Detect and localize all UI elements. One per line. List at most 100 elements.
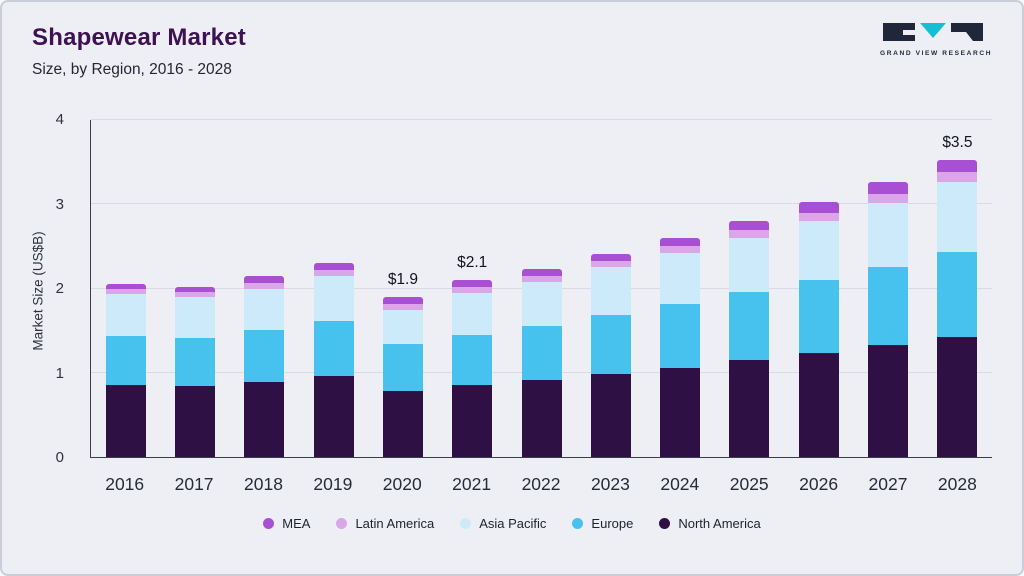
- segment-latin-america-2021[interactable]: [452, 286, 493, 293]
- bar-2026[interactable]: [798, 201, 839, 457]
- segment-europe-2027[interactable]: [868, 266, 909, 345]
- segment-europe-2021[interactable]: [452, 334, 493, 386]
- bar-2021[interactable]: [452, 280, 493, 457]
- segment-europe-2023[interactable]: [590, 315, 631, 375]
- segment-europe-2018[interactable]: [244, 329, 285, 383]
- segment-mea-2027[interactable]: [868, 181, 909, 195]
- bar-group-2022: [507, 120, 576, 457]
- y-tick-label-2: 2: [55, 280, 64, 297]
- segment-north-america-2023[interactable]: [590, 374, 631, 457]
- segment-asia-pacific-2028[interactable]: [937, 181, 978, 253]
- segment-latin-america-2027[interactable]: [868, 194, 909, 203]
- bar-2025[interactable]: [729, 221, 770, 457]
- segment-mea-2024[interactable]: [660, 237, 701, 247]
- gridline-3: [91, 203, 992, 205]
- segment-asia-pacific-2026[interactable]: [798, 221, 839, 281]
- segment-asia-pacific-2019[interactable]: [313, 275, 354, 321]
- segment-mea-2018[interactable]: [244, 275, 285, 283]
- segment-latin-america-2023[interactable]: [590, 260, 631, 267]
- segment-latin-america-2017[interactable]: [174, 291, 215, 297]
- segment-mea-2017[interactable]: [174, 286, 215, 292]
- segment-asia-pacific-2016[interactable]: [105, 294, 146, 336]
- bar-group-2018: [230, 120, 299, 457]
- segment-europe-2020[interactable]: [382, 344, 423, 392]
- legend-label: Europe: [591, 516, 634, 531]
- segment-latin-america-2016[interactable]: [105, 289, 146, 295]
- segment-latin-america-2024[interactable]: [660, 246, 701, 254]
- segment-europe-2028[interactable]: [937, 252, 978, 337]
- segment-europe-2022[interactable]: [521, 325, 562, 380]
- segment-asia-pacific-2017[interactable]: [174, 296, 215, 339]
- segment-asia-pacific-2022[interactable]: [521, 281, 562, 326]
- bar-2020[interactable]: [382, 296, 423, 457]
- y-ticks: 0 1 2 3 4: [2, 111, 82, 466]
- segment-latin-america-2028[interactable]: [937, 172, 978, 182]
- legend-item-latin-america: Latin America: [336, 516, 434, 531]
- chart-header: Shapewear Market Size, by Region, 2016 -…: [32, 24, 246, 79]
- segment-north-america-2025[interactable]: [729, 360, 770, 457]
- segment-asia-pacific-2021[interactable]: [452, 292, 493, 335]
- legend-dot-icon: [263, 518, 275, 529]
- bar-group-2017: [160, 120, 229, 457]
- y-tick-label-3: 3: [55, 195, 64, 213]
- segment-mea-2021[interactable]: [452, 280, 493, 287]
- bar-2022[interactable]: [521, 269, 562, 457]
- segment-latin-america-2018[interactable]: [244, 282, 285, 289]
- segment-mea-2016[interactable]: [105, 284, 146, 290]
- segment-asia-pacific-2020[interactable]: [382, 309, 423, 345]
- segment-europe-2025[interactable]: [729, 291, 770, 361]
- segment-europe-2019[interactable]: [313, 320, 354, 377]
- segment-north-america-2017[interactable]: [174, 386, 215, 457]
- x-tick-label-2025: 2025: [729, 474, 769, 494]
- gvr-logo-icon: [883, 23, 983, 41]
- segment-north-america-2027[interactable]: [868, 344, 909, 457]
- x-tick-label-2022: 2022: [521, 474, 561, 494]
- segment-mea-2022[interactable]: [521, 269, 562, 276]
- bar-2018[interactable]: [244, 275, 285, 457]
- segment-mea-2026[interactable]: [798, 201, 839, 213]
- x-tick-label-2017: 2017: [174, 474, 214, 494]
- segment-latin-america-2020[interactable]: [382, 303, 423, 310]
- bar-2019[interactable]: [313, 263, 354, 457]
- segment-mea-2019[interactable]: [313, 263, 354, 270]
- segment-europe-2026[interactable]: [798, 280, 839, 354]
- bar-2028[interactable]: [937, 160, 978, 457]
- segment-asia-pacific-2023[interactable]: [590, 266, 631, 316]
- segment-mea-2025[interactable]: [729, 221, 770, 231]
- bar-2024[interactable]: [660, 237, 701, 457]
- segment-asia-pacific-2024[interactable]: [660, 253, 701, 304]
- segment-asia-pacific-2018[interactable]: [244, 288, 285, 330]
- legend-item-europe: Europe: [572, 516, 633, 531]
- segment-north-america-2024[interactable]: [660, 367, 701, 457]
- segment-europe-2016[interactable]: [105, 335, 146, 386]
- segment-north-america-2021[interactable]: [452, 385, 493, 457]
- bar-2023[interactable]: [590, 254, 631, 457]
- segment-asia-pacific-2027[interactable]: [868, 202, 909, 267]
- segment-north-america-2022[interactable]: [521, 379, 562, 457]
- segment-mea-2020[interactable]: [382, 296, 423, 304]
- segment-latin-america-2022[interactable]: [521, 275, 562, 282]
- segment-north-america-2028[interactable]: [937, 336, 978, 457]
- segment-north-america-2020[interactable]: [382, 391, 423, 457]
- segment-latin-america-2025[interactable]: [729, 230, 770, 238]
- segment-mea-2028[interactable]: [937, 160, 978, 173]
- segment-europe-2024[interactable]: [660, 303, 701, 368]
- segment-latin-america-2019[interactable]: [313, 270, 354, 276]
- x-tick-label-2021: 2021: [452, 474, 492, 494]
- segment-north-america-2026[interactable]: [798, 353, 839, 457]
- segment-north-america-2016[interactable]: [105, 385, 146, 457]
- segment-europe-2017[interactable]: [174, 338, 215, 387]
- segment-latin-america-2026[interactable]: [798, 212, 839, 222]
- segment-north-america-2019[interactable]: [313, 376, 354, 457]
- legend-label: Asia Pacific: [479, 516, 547, 531]
- bar-2017[interactable]: [174, 286, 215, 457]
- x-tick-label-2028: 2028: [937, 474, 977, 494]
- page-subtitle: Size, by Region, 2016 - 2028: [32, 61, 232, 78]
- bar-2027[interactable]: [868, 181, 909, 457]
- segment-asia-pacific-2025[interactable]: [729, 237, 770, 292]
- segment-mea-2023[interactable]: [590, 254, 631, 261]
- y-tick-label-0: 0: [55, 449, 64, 466]
- bar-group-2027: [853, 120, 922, 457]
- bar-2016[interactable]: [105, 284, 146, 457]
- segment-north-america-2018[interactable]: [244, 382, 285, 457]
